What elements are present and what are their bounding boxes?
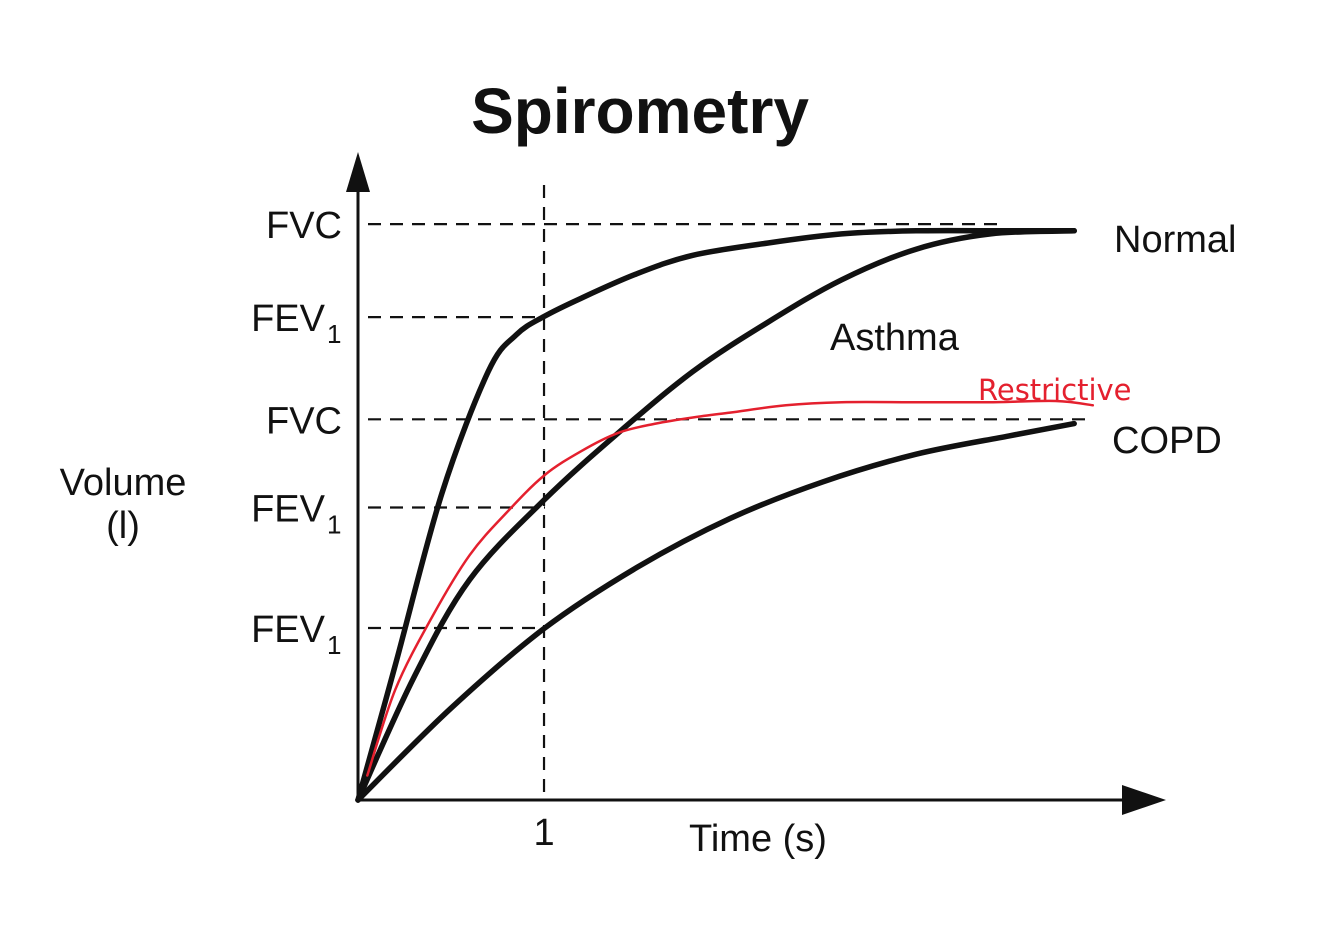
y-tick-label: FEV (251, 609, 326, 651)
series-line-asthma (355, 228, 1077, 803)
series-line-copd (355, 420, 1077, 803)
series-label-copd: COPD (1112, 420, 1222, 462)
x-tick-label: 1 (533, 812, 554, 854)
y-tick-label: FEV (251, 488, 326, 530)
y-tick-label: FVC (266, 205, 342, 247)
series-labels: Normal Asthma COPD Restrictive (830, 219, 1236, 462)
x-tick-labels: 1 (533, 812, 554, 854)
series-line-restrictive (366, 399, 1095, 777)
y-axis-label: Volume (60, 462, 187, 504)
y-tick-subscript: 1 (327, 509, 341, 539)
y-tick-subscript: 1 (327, 319, 341, 349)
y-tick-subscript: 1 (327, 630, 341, 660)
series-line-normal (355, 227, 1077, 803)
x-axis-label: Time (s) (689, 818, 827, 860)
series-label-asthma: Asthma (830, 317, 960, 359)
chart-title: Spirometry (471, 75, 809, 147)
series-curves (355, 227, 1095, 803)
series-label-restrictive: Restrictive (978, 373, 1132, 407)
y-axis-arrow (346, 152, 370, 192)
y-tick-label: FEV (251, 298, 326, 340)
y-axis-unit: (l) (106, 505, 140, 547)
y-tick-label: FVC (266, 400, 342, 442)
x-axis-arrow (1122, 785, 1166, 815)
guide-lines (368, 185, 1090, 800)
series-label-normal: Normal (1114, 219, 1236, 261)
